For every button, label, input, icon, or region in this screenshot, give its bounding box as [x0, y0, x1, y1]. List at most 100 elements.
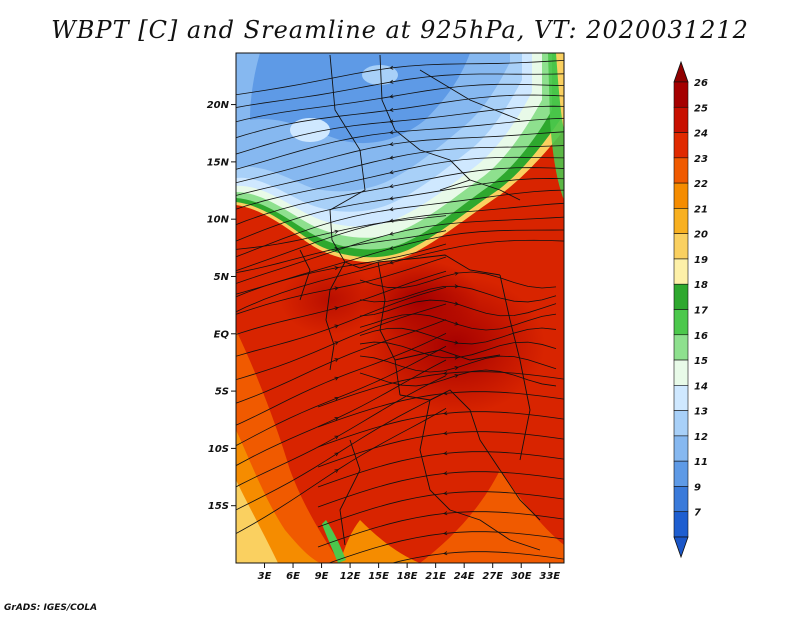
- country-border: [399, 389, 481, 441]
- map-frame: [235, 52, 565, 564]
- colorbar-label: 9: [694, 482, 701, 493]
- colorbar-label: 22: [694, 179, 708, 190]
- pale-patch-1: [290, 118, 330, 142]
- streamline-arrow: [334, 324, 339, 329]
- streamline-arrow: [454, 271, 459, 276]
- lon-tick-label: 15E: [368, 571, 389, 582]
- chart-title: WBPT [C] and Sreamline at 925hPa, VT: 20…: [51, 16, 749, 44]
- colorbar-swatch: [673, 106, 689, 133]
- lon-tick-label: 18E: [397, 571, 418, 582]
- streamlines: [236, 59, 564, 563]
- streamline-arrow: [443, 371, 448, 376]
- streamline-arrow: [443, 511, 448, 516]
- colorbar-label: 25: [694, 103, 708, 114]
- streamline-arrow: [334, 452, 339, 457]
- country-border: [419, 69, 521, 121]
- streamline-arrow: [389, 231, 394, 236]
- country-border: [479, 439, 541, 521]
- streamline-arrow: [334, 417, 339, 421]
- colorbar-swatch: [673, 410, 689, 437]
- colorbar-swatch: [673, 486, 689, 513]
- colorbar-label: 15: [694, 356, 708, 367]
- streamline-arrow: [389, 79, 394, 84]
- warm-core-3: [280, 265, 380, 335]
- colorbar-swatch: [673, 511, 689, 538]
- lon-tick-label: 6E: [286, 571, 300, 582]
- country-border: [377, 254, 501, 276]
- latitude-axis: 20N 15N 10N 5N EQ 5S 10S 15S: [207, 100, 236, 512]
- lon-tick-label: 12E: [340, 571, 361, 582]
- colorbar-label: 12: [694, 432, 708, 443]
- colorbar-swatch: [673, 359, 689, 386]
- lon-tick-label: 24E: [454, 571, 475, 582]
- colorbar-swatch: [673, 334, 689, 361]
- country-border: [377, 261, 401, 396]
- colorbar-label: 13: [694, 407, 708, 418]
- lon-tick-label: 9E: [315, 571, 329, 582]
- southeast-orange: [420, 470, 564, 563]
- streamline-arrow: [454, 355, 459, 360]
- colorbar-label: 11: [694, 457, 708, 468]
- warm-core-2: [360, 260, 480, 340]
- streamline-arrow: [334, 469, 339, 473]
- lat-tick-label: 5S: [215, 387, 229, 398]
- colorbar-label: 19: [694, 255, 708, 266]
- colorbar-swatch: [673, 460, 689, 487]
- colorbar-label: 23: [694, 154, 708, 165]
- footer-credit: GrADS: IGES/COLA: [4, 603, 98, 613]
- streamline-arrow: [443, 451, 448, 456]
- colorbar-label: 26: [694, 78, 708, 89]
- streamline-arrow: [389, 170, 394, 175]
- colorbar-swatch: [673, 132, 689, 159]
- streamline-arrow: [389, 196, 394, 201]
- longitude-axis: 3E 6E 9E 12E 15E 18E 21E 24E 27E 30E 33E: [258, 563, 560, 582]
- colorbar-label: 17: [694, 306, 708, 317]
- streamline-arrow: [443, 491, 448, 496]
- streamline-arrow: [389, 130, 394, 135]
- streamline-arrow: [443, 531, 448, 536]
- lon-tick-label: 3E: [258, 571, 272, 582]
- country-border: [499, 274, 531, 461]
- streamline-arrow: [334, 376, 339, 381]
- country-border: [329, 54, 366, 211]
- streamline-arrow: [454, 374, 459, 378]
- streamline-arrow: [389, 107, 394, 112]
- colorbar-label: 16: [694, 331, 708, 342]
- streamline-arrow: [443, 471, 448, 476]
- streamline-arrow: [443, 411, 448, 416]
- colorbar-label: 21: [694, 204, 708, 215]
- colorbar-swatch: [673, 309, 689, 336]
- streamline-arrow: [389, 94, 394, 99]
- colorbar-swatch: [673, 233, 689, 260]
- lat-tick-label: 15S: [208, 501, 229, 512]
- streamline-arrow: [389, 142, 394, 147]
- streamline-arrow: [334, 286, 339, 291]
- streamline-arrow: [389, 207, 394, 212]
- streamline-arrow: [443, 431, 448, 436]
- country-border: [394, 349, 501, 361]
- streamline-arrow: [334, 358, 339, 362]
- country-border: [419, 399, 451, 511]
- streamline-arrow: [334, 396, 339, 401]
- streamline-arrow: [334, 247, 339, 252]
- colorbar-top-arrow: [673, 60, 689, 83]
- streamline-arrow: [334, 266, 339, 271]
- lat-tick-label: 15N: [207, 157, 230, 168]
- streamline-arrow: [454, 301, 459, 306]
- country-border: [299, 249, 311, 301]
- lat-tick-label: 10N: [207, 215, 230, 226]
- lon-tick-label: 27E: [482, 571, 503, 582]
- streamline-arrow: [334, 435, 339, 440]
- country-border: [449, 509, 541, 551]
- lat-tick-label: 20N: [207, 100, 230, 111]
- streamline-arrow: [389, 246, 394, 251]
- colorbar-label: 18: [694, 280, 708, 291]
- colorbar-label: 20: [694, 230, 708, 241]
- east-strip-2: [556, 53, 564, 130]
- streamline-arrow: [334, 229, 339, 234]
- pale-patch-2: [362, 65, 398, 85]
- lon-tick-label: 30E: [511, 571, 532, 582]
- country-border: [325, 261, 346, 371]
- field-layer: [236, 53, 564, 563]
